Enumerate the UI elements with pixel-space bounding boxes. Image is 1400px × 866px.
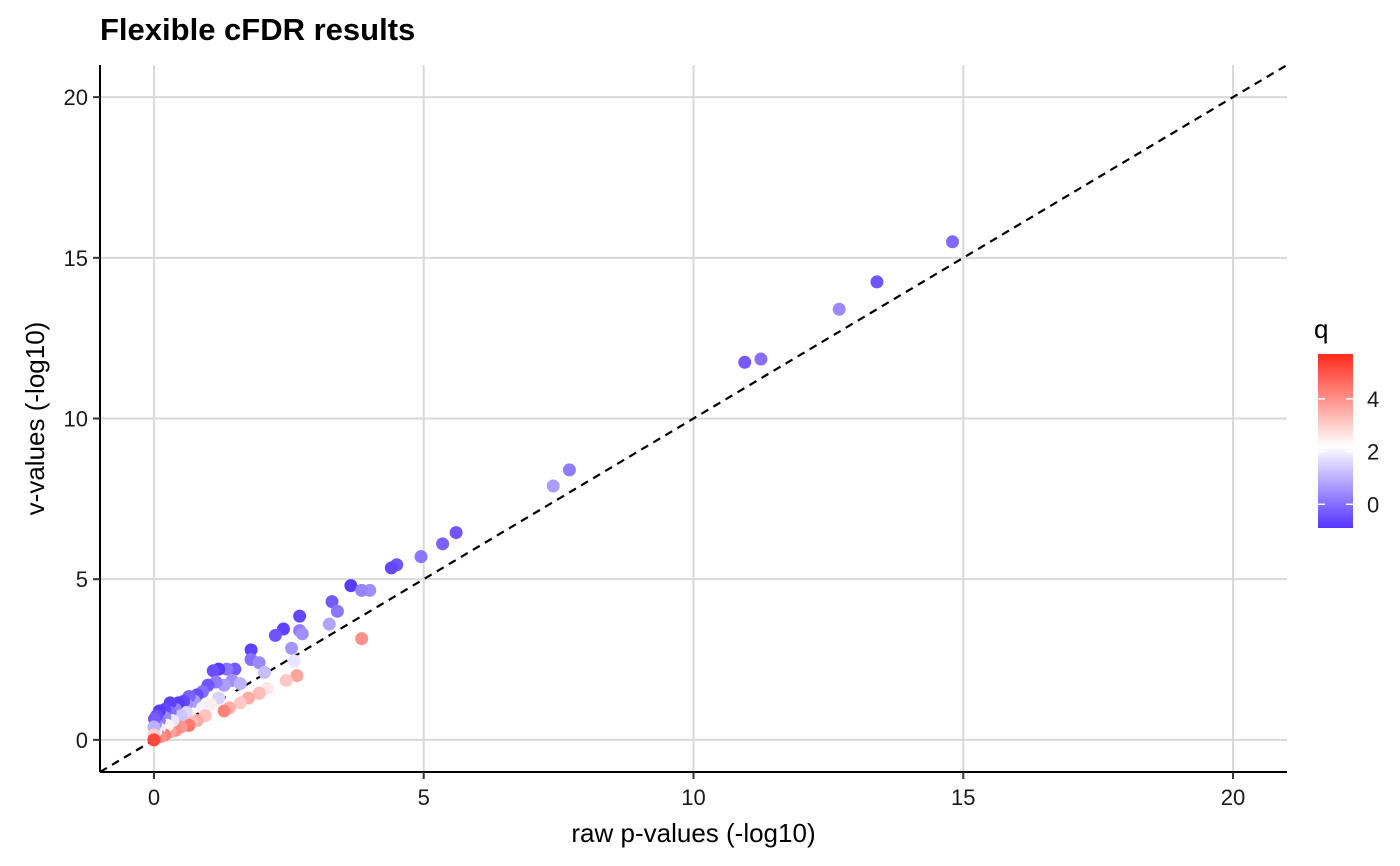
data-point (287, 654, 301, 668)
color-legend: q 0 2 4 (1314, 314, 1379, 528)
data-point (293, 609, 307, 623)
x-tick-label: 0 (148, 785, 160, 810)
legend-break-label: 4 (1367, 387, 1379, 412)
data-point (945, 235, 959, 249)
data-point (436, 537, 450, 551)
axes: 0 5 10 15 20 0 5 10 15 20 (64, 65, 1287, 810)
legend-colorbar (1318, 354, 1353, 528)
y-axis-title: v-values (-log10) (20, 322, 50, 516)
data-point (414, 550, 428, 564)
x-tick-label: 10 (681, 785, 705, 810)
reference-line (100, 65, 1287, 772)
y-tick-label: 20 (64, 85, 88, 110)
data-point (562, 463, 576, 477)
data-point (344, 579, 358, 593)
data-point (290, 669, 304, 683)
data-point (285, 641, 299, 655)
x-tick-label: 5 (418, 785, 430, 810)
data-point (322, 617, 336, 631)
chart-title: Flexible cFDR results (100, 12, 416, 47)
identity-line (100, 65, 1287, 772)
data-point (870, 275, 884, 289)
data-point (147, 733, 161, 747)
data-point (244, 643, 258, 657)
data-point (233, 696, 247, 710)
data-point (832, 302, 846, 316)
data-point (449, 526, 463, 540)
legend-break-label: 0 (1367, 492, 1379, 517)
data-point (268, 628, 282, 642)
y-tick-label: 5 (76, 567, 88, 592)
x-tick-label: 20 (1221, 785, 1245, 810)
data-point (355, 632, 369, 646)
data-point (295, 627, 309, 641)
data-point (258, 665, 272, 679)
y-tick-label: 0 (76, 728, 88, 753)
data-point (206, 664, 220, 678)
data-points (147, 235, 959, 747)
data-point (233, 677, 247, 691)
x-axis-title: raw p-values (-log10) (571, 818, 815, 848)
data-point (330, 604, 344, 618)
data-point (754, 352, 768, 366)
data-point (252, 656, 266, 670)
data-point (217, 704, 231, 718)
data-point (384, 561, 398, 575)
data-point (546, 479, 560, 493)
y-tick-label: 10 (64, 407, 88, 432)
data-point (279, 673, 293, 687)
data-point (325, 595, 339, 609)
x-tick-label: 15 (951, 785, 975, 810)
legend-break-label: 2 (1367, 440, 1379, 465)
data-point (355, 583, 369, 597)
data-point (738, 355, 752, 369)
data-point (252, 686, 266, 700)
y-tick-label: 15 (64, 246, 88, 271)
legend-title: q (1314, 314, 1328, 344)
